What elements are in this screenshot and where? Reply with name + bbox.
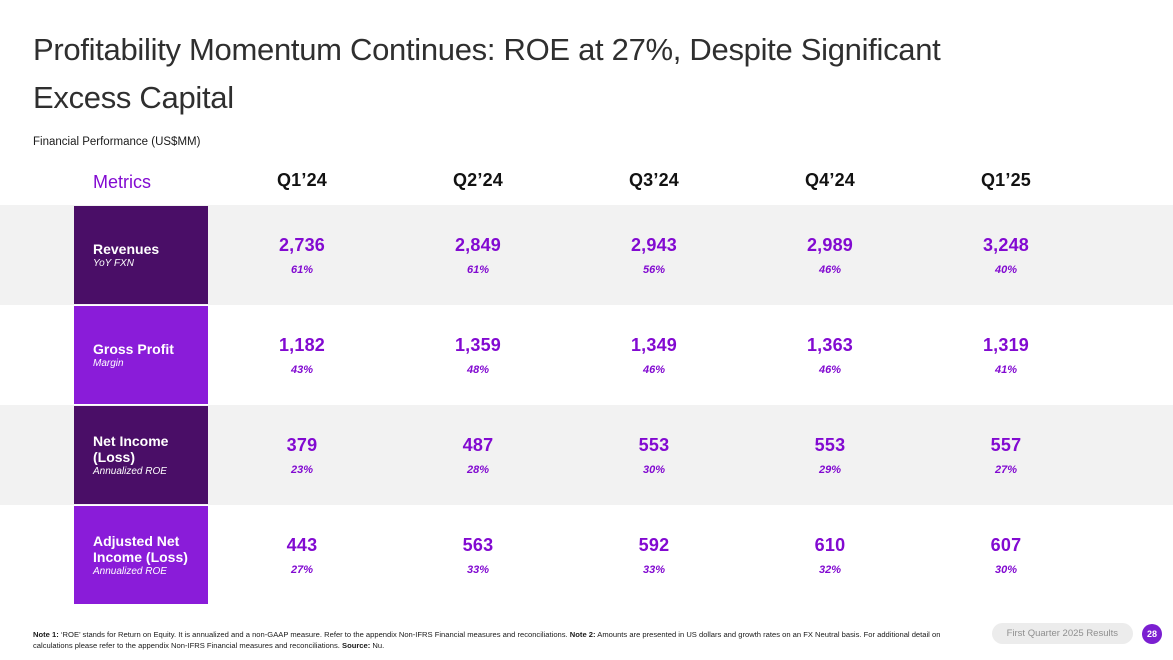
table-cell: 1,319 41% (918, 305, 1094, 405)
metric-label-box-net-income: Net Income (Loss) Annualized ROE (74, 406, 208, 504)
metric-label: Revenues (93, 241, 160, 257)
table-cell: 592 33% (566, 505, 742, 605)
slide-subtitle: Financial Performance (US$MM) (33, 136, 201, 148)
metric-label-box-adjusted-net-income: Adjusted Net Income (Loss) Annualized RO… (74, 506, 208, 604)
metric-value: 610 (814, 534, 846, 555)
metric-subvalue: 30% (642, 463, 666, 476)
metric-value: 607 (990, 534, 1022, 555)
footnote-note2-text: Amounts are presented in US dollars and … (33, 630, 941, 650)
metric-label-box-gross-profit: Gross Profit Margin (74, 306, 208, 404)
metric-value: 1,349 (630, 334, 678, 355)
slide-footer: First Quarter 2025 Results 28 (991, 623, 1162, 644)
table-cell: 1,182 43% (214, 305, 390, 405)
metric-value: 487 (462, 434, 494, 455)
metric-sublabel: Margin (93, 358, 124, 369)
metric-subvalue: 33% (642, 563, 666, 576)
footnote: Note 1: ‘ROE’ stands for Return on Equit… (33, 629, 978, 651)
metric-subvalue: 23% (290, 463, 314, 476)
metric-subvalue: 41% (994, 363, 1018, 376)
metric-subvalue: 46% (642, 363, 666, 376)
table-cell: 2,943 56% (566, 205, 742, 305)
table-cell: 553 29% (742, 405, 918, 505)
metric-subvalue: 61% (466, 263, 490, 276)
metrics-column-header: Metrics (93, 172, 151, 192)
table-row-adjusted-net-income: Adjusted Net Income (Loss) Annualized RO… (0, 505, 1173, 605)
table-cell: 487 28% (390, 405, 566, 505)
metric-value: 563 (462, 534, 494, 555)
metric-value: 592 (638, 534, 670, 555)
metric-sublabel: Annualized ROE (93, 466, 167, 477)
metric-value: 1,319 (982, 334, 1030, 355)
metric-subvalue: 28% (466, 463, 490, 476)
table-cell: 379 23% (214, 405, 390, 505)
metric-value: 3,248 (982, 234, 1030, 255)
table-cell: 3,248 40% (918, 205, 1094, 305)
column-header-q3-24: Q3’24 (628, 170, 680, 190)
table-cell: 1,363 46% (742, 305, 918, 405)
metric-sublabel: Annualized ROE (93, 566, 167, 577)
slide-title-line-2: Excess Capital (33, 80, 234, 115)
metric-subvalue: 48% (466, 363, 490, 376)
table-cell: 2,989 46% (742, 205, 918, 305)
table-cell: 1,349 46% (566, 305, 742, 405)
metric-subvalue: 61% (290, 263, 314, 276)
footnote-note1-text: ‘ROE’ stands for Return on Equity. It is… (60, 630, 568, 639)
metric-sublabel: YoY FXN (93, 258, 134, 269)
metric-label: Net Income (Loss) (93, 433, 169, 465)
metric-value: 553 (814, 434, 846, 455)
table-cell: 610 32% (742, 505, 918, 605)
metric-value: 443 (286, 534, 318, 555)
metric-value: 2,736 (278, 234, 326, 255)
metric-subvalue: 32% (818, 563, 842, 576)
metric-value: 553 (638, 434, 670, 455)
column-header-q2-24: Q2’24 (452, 170, 504, 190)
table-row-gross-profit: Gross Profit Margin 1,182 43% 1,359 48% … (0, 305, 1173, 405)
footnote-note2-label: Note 2: (569, 630, 596, 639)
metric-subvalue: 30% (994, 563, 1018, 576)
metric-subvalue: 46% (818, 263, 842, 276)
column-header-q1-24: Q1’24 (276, 170, 328, 190)
page-number-badge: 28 (1142, 623, 1162, 644)
metric-subvalue: 46% (818, 363, 842, 376)
metric-subvalue: 33% (466, 563, 490, 576)
metric-subvalue: 27% (290, 563, 314, 576)
metric-label: Gross Profit (93, 341, 174, 357)
table-cell: 443 27% (214, 505, 390, 605)
results-pill: First Quarter 2025 Results (991, 623, 1133, 644)
metric-subvalue: 43% (290, 363, 314, 376)
metric-subvalue: 56% (642, 263, 666, 276)
column-header-q4-24: Q4’24 (804, 170, 856, 190)
metric-value: 1,182 (278, 334, 326, 355)
footnote-source-text: Nu. (372, 641, 385, 650)
slide-title-line-1: Profitability Momentum Continues: ROE at… (33, 32, 941, 67)
footnote-source-label: Source: (342, 641, 371, 650)
metric-label: Adjusted Net Income (Loss) (93, 533, 188, 565)
metric-subvalue: 29% (818, 463, 842, 476)
table-row-net-income: Net Income (Loss) Annualized ROE 379 23%… (0, 405, 1173, 505)
metric-subvalue: 27% (994, 463, 1018, 476)
table-cell: 607 30% (918, 505, 1094, 605)
metric-value: 2,943 (630, 234, 678, 255)
metric-value: 379 (286, 434, 318, 455)
metric-subvalue: 40% (994, 263, 1018, 276)
slide-title: Profitability Momentum Continues: ROE at… (33, 26, 941, 122)
table-row-revenues: Revenues YoY FXN 2,736 61% 2,849 61% 2,9… (0, 205, 1173, 305)
table-cell: 1,359 48% (390, 305, 566, 405)
metric-value: 1,359 (454, 334, 502, 355)
metric-label-box-revenues: Revenues YoY FXN (74, 206, 208, 304)
metric-value: 2,989 (806, 234, 854, 255)
column-header-q1-25: Q1’25 (980, 170, 1032, 190)
table-cell: 557 27% (918, 405, 1094, 505)
footnote-note1-label: Note 1: (33, 630, 59, 639)
table-cell: 2,736 61% (214, 205, 390, 305)
table-cell: 2,849 61% (390, 205, 566, 305)
metric-value: 1,363 (806, 334, 854, 355)
metric-value: 557 (990, 434, 1022, 455)
metrics-table: Revenues YoY FXN 2,736 61% 2,849 61% 2,9… (0, 205, 1173, 605)
table-cell: 563 33% (390, 505, 566, 605)
metric-value: 2,849 (454, 234, 502, 255)
table-cell: 553 30% (566, 405, 742, 505)
